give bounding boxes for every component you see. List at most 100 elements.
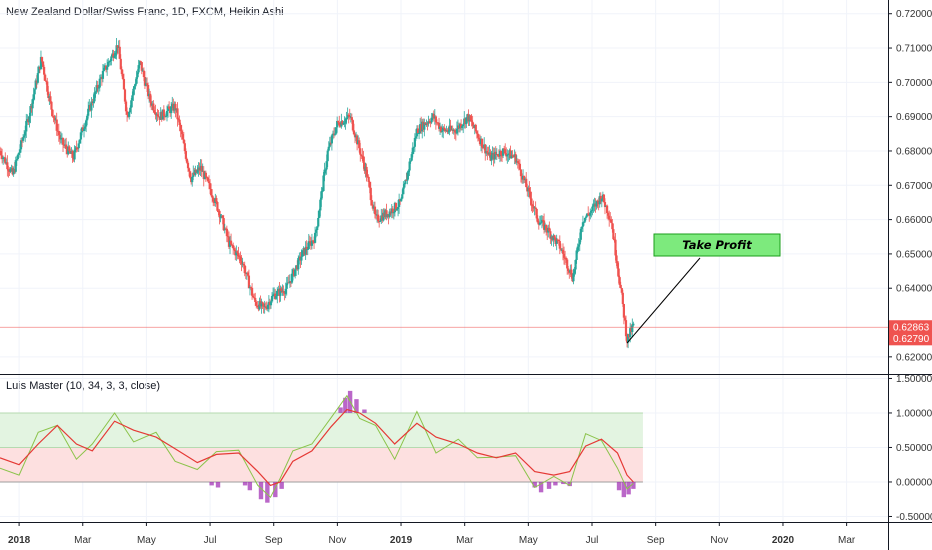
candle-body xyxy=(162,109,165,117)
candle-body xyxy=(539,222,543,224)
candle-body xyxy=(136,72,139,78)
candle-body xyxy=(253,297,256,299)
candle-body xyxy=(212,197,215,202)
candle-body xyxy=(290,273,294,283)
candle-body xyxy=(269,301,273,306)
candle-body xyxy=(388,211,391,217)
candle-body xyxy=(36,73,39,83)
candle-body xyxy=(116,45,119,49)
candle-body xyxy=(586,213,589,217)
candle-body xyxy=(582,221,586,223)
histogram-bar xyxy=(546,481,552,489)
candle-body xyxy=(112,53,115,58)
candle-body xyxy=(183,143,186,152)
indicator-tick-label: 1.50000 xyxy=(896,374,932,385)
fast-line xyxy=(0,394,634,499)
candle-body xyxy=(276,290,279,297)
time-tick-label: Jul xyxy=(586,535,599,546)
candle-body xyxy=(589,212,592,216)
candle-body xyxy=(156,114,159,117)
candle-body xyxy=(449,125,452,130)
candle-body xyxy=(85,120,88,127)
candle-body xyxy=(505,153,508,157)
candle-body xyxy=(73,149,76,160)
candle-body xyxy=(545,224,548,231)
candle-body xyxy=(14,160,17,172)
candle-body xyxy=(76,148,79,150)
candle-body xyxy=(31,99,34,109)
candle-body xyxy=(250,287,254,296)
candle-body xyxy=(461,126,464,128)
candle-body xyxy=(310,240,314,246)
candle-body xyxy=(46,81,49,92)
candle-body xyxy=(476,133,479,138)
candle-body xyxy=(39,57,43,70)
annotation-pointer xyxy=(626,257,701,344)
candle-body xyxy=(401,194,404,199)
candle-body xyxy=(101,70,105,79)
time-tick-label: Nov xyxy=(328,535,346,546)
candle-body xyxy=(205,176,209,178)
candle-body xyxy=(561,249,565,254)
candle-body xyxy=(306,248,309,250)
candle-body xyxy=(412,146,415,148)
histogram-bar xyxy=(343,397,348,413)
candle-body xyxy=(525,178,528,188)
candle-body xyxy=(600,198,603,202)
candle-body xyxy=(567,268,570,271)
candle-body xyxy=(523,175,526,181)
candle-body xyxy=(264,306,267,309)
candle-body xyxy=(53,117,56,121)
candle-body xyxy=(350,117,353,121)
candle-body xyxy=(623,317,627,321)
candle-body xyxy=(179,125,182,132)
candle-body xyxy=(432,113,435,119)
candle-body xyxy=(170,106,173,114)
candle-body xyxy=(154,112,157,115)
candle-body xyxy=(559,248,562,250)
candle-body xyxy=(572,273,575,282)
candle-body xyxy=(186,162,190,169)
price-tick-label: 0.68000 xyxy=(896,146,932,157)
candle-body xyxy=(240,260,243,265)
candle-body xyxy=(74,147,77,150)
candle-body xyxy=(631,325,634,332)
candle-body xyxy=(137,65,140,73)
candle-body xyxy=(280,288,283,292)
candle-body xyxy=(204,172,207,177)
candle-body xyxy=(414,136,418,138)
candle-body xyxy=(583,217,587,222)
candle-body xyxy=(534,207,537,209)
candle-body xyxy=(93,92,96,102)
candle-body xyxy=(252,295,255,298)
candle-body xyxy=(34,80,37,90)
candle-body xyxy=(516,161,519,163)
candle-body xyxy=(37,66,40,74)
candle-body xyxy=(65,144,68,149)
candle-body xyxy=(77,143,80,149)
candle-body xyxy=(580,226,583,229)
candle-body xyxy=(392,212,395,214)
candle-body xyxy=(369,187,372,201)
histogram-bar xyxy=(273,481,278,498)
candle-body xyxy=(270,296,274,302)
candle-body xyxy=(596,200,599,202)
price-tick-label: 0.62000 xyxy=(896,352,932,363)
candle-body xyxy=(68,146,71,151)
candle-body xyxy=(440,126,443,133)
candle-body xyxy=(206,177,210,182)
candle-body xyxy=(555,239,558,244)
candle-body xyxy=(166,106,170,111)
time-tick-label: Jul xyxy=(204,535,217,546)
candle-body xyxy=(233,248,236,250)
candle-body xyxy=(107,62,110,67)
candle-body xyxy=(142,70,145,78)
candle-body xyxy=(338,122,341,126)
histogram-bar xyxy=(242,481,248,486)
histogram-bar xyxy=(258,481,264,500)
candle-body xyxy=(102,67,106,71)
candle-body xyxy=(475,131,478,134)
candle-body xyxy=(406,172,409,181)
price-tick-label: 0.72000 xyxy=(896,9,932,20)
